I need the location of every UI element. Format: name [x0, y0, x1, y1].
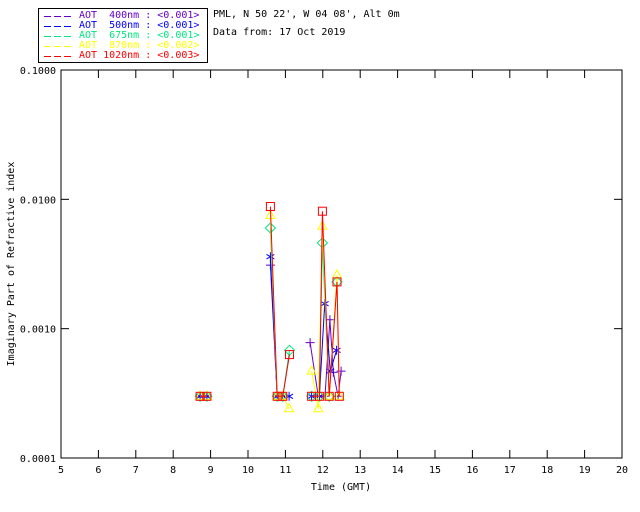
legend-item-675nm: AOT 675nm : <0.001>: [44, 31, 207, 41]
legend-dashed-line-swatch: [44, 35, 74, 37]
marker-square: [334, 391, 344, 401]
x-tick-label: 9: [208, 465, 214, 476]
legend-dashed-line-swatch: [44, 45, 74, 47]
marker-triangle: [312, 402, 324, 413]
x-tick-label: 6: [95, 465, 101, 476]
legend-label: AOT 675nm : <0.001>: [79, 30, 200, 41]
marker-square: [265, 202, 275, 211]
marker-diamond: [264, 222, 277, 234]
marker-plus: [336, 366, 346, 376]
x-tick-label: 14: [392, 465, 404, 476]
marker-asterisk: [266, 252, 275, 262]
legend-item-1020nm: AOT 1020nm : <0.003>: [44, 51, 207, 61]
marker-square: [314, 391, 324, 401]
site-title: PML, N 50 22', W 04 08', Alt 0m: [213, 9, 400, 20]
legend-label: AOT 1020nm : <0.003>: [79, 50, 200, 61]
marker-plus: [325, 315, 335, 325]
x-tick-label: 13: [354, 465, 366, 476]
marker-triangle: [323, 390, 335, 400]
marker-square: [332, 277, 342, 287]
marker-square: [272, 391, 282, 401]
marker-plus: [305, 338, 315, 348]
series-line: [309, 319, 342, 397]
legend-dashed-line-swatch: [44, 55, 74, 57]
marker-asterisk: [332, 345, 341, 355]
x-tick-label: 20: [616, 465, 628, 476]
marker-triangle: [194, 390, 206, 400]
legend-label: AOT 870nm : <0.002>: [79, 40, 200, 51]
x-tick-label: 7: [133, 465, 139, 476]
marker-square: [195, 391, 205, 401]
marker-triangle: [201, 390, 213, 400]
y-tick-label: 0.0001: [20, 454, 56, 465]
x-tick-label: 16: [466, 465, 478, 476]
y-tick-label: 0.0010: [20, 325, 56, 336]
legend-label: AOT 400nm : <0.001>: [79, 10, 200, 21]
marker-square: [202, 391, 212, 401]
axes: 5 6 7 8 9 10 11 12 13 14 15 16 17 18 19 20 0.1000 0.0100 0…: [20, 66, 628, 476]
marker-square: [324, 391, 334, 401]
data-series-group: [194, 202, 346, 413]
x-axis-label: Time (GMT): [311, 482, 371, 493]
x-tick-label: 8: [170, 465, 176, 476]
y-axis-label: Imaginary Part of Refractive index: [6, 162, 17, 367]
legend-label: AOT 500nm : <0.001>: [79, 20, 200, 31]
series-line: [269, 206, 290, 397]
marker-square: [285, 350, 294, 360]
marker-square: [317, 206, 327, 216]
marker-triangle: [277, 390, 289, 400]
legend-box: AOT 400nm : <0.001> AOT 500nm : <0.001> AO…: [38, 8, 208, 63]
legend-dashed-line-swatch: [44, 15, 74, 17]
x-tick-label: 17: [504, 465, 516, 476]
y-tick-label: 0.0100: [20, 195, 56, 206]
x-tick-label: 19: [579, 465, 591, 476]
marker-diamond: [323, 390, 335, 403]
legend-dashed-line-swatch: [44, 25, 74, 27]
marker-triangle: [271, 390, 283, 400]
plot-box: [60, 69, 623, 459]
series-1020nm: [195, 202, 344, 401]
x-tick-label: 15: [429, 465, 441, 476]
x-tick-label: 10: [242, 465, 254, 476]
y-tick-label: 0.1000: [20, 66, 56, 77]
marker-triangle: [306, 365, 317, 375]
legend-item-400nm: AOT 400nm : <0.001>: [44, 11, 207, 21]
legend-item-870nm: AOT 870nm : <0.002>: [44, 41, 207, 51]
x-tick-label: 18: [541, 465, 553, 476]
marker-triangle: [283, 402, 295, 413]
marker-triangle: [333, 390, 345, 400]
marker-square: [278, 391, 288, 401]
data-date: Data from: 17 Oct 2019: [213, 27, 346, 38]
x-tick-label: 5: [58, 465, 64, 476]
legend-item-500nm: AOT 500nm : <0.001>: [44, 21, 207, 31]
series-line: [311, 211, 340, 397]
x-tick-label: 12: [317, 465, 329, 476]
marker-diamond: [201, 390, 213, 403]
x-tick-label: 11: [279, 465, 291, 476]
